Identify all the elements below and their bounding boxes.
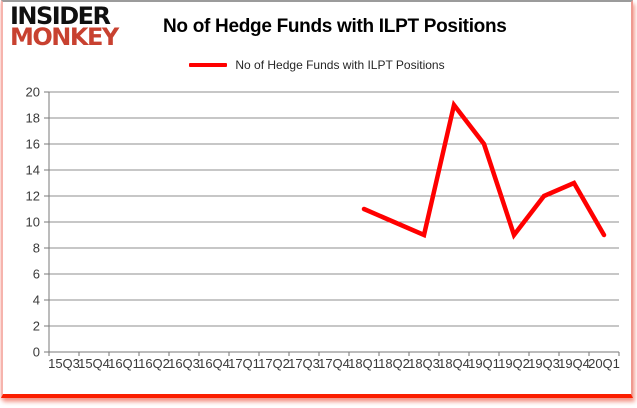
svg-text:16Q2: 16Q2 <box>138 356 170 371</box>
svg-text:17Q3: 17Q3 <box>288 356 320 371</box>
svg-text:4: 4 <box>33 293 40 308</box>
svg-text:16Q1: 16Q1 <box>108 356 140 371</box>
svg-text:19Q2: 19Q2 <box>498 356 530 371</box>
plot-area: 0 2 4 6 8 10 12 14 16 18 20 15Q3 15Q4 16Q1 16Q2 16Q3 16Q… <box>3 78 629 390</box>
logo-monkey-text: MONKEY <box>10 22 119 51</box>
svg-text:6: 6 <box>33 267 40 282</box>
chart-frame: INSIDER MONKEY No of Hedge Funds with IL… <box>1 0 633 398</box>
svg-text:12: 12 <box>26 189 40 204</box>
svg-text:20: 20 <box>26 85 40 100</box>
svg-text:18Q4: 18Q4 <box>438 356 470 371</box>
svg-text:18Q2: 18Q2 <box>378 356 410 371</box>
svg-text:18Q3: 18Q3 <box>408 356 440 371</box>
svg-text:18Q1: 18Q1 <box>348 356 380 371</box>
svg-text:14: 14 <box>26 163 40 178</box>
legend: No of Hedge Funds with ILPT Positions <box>3 57 631 73</box>
logo-insider-text: INSIDER <box>10 2 111 30</box>
svg-text:15Q4: 15Q4 <box>78 356 110 371</box>
svg-text:19Q4: 19Q4 <box>558 356 590 371</box>
svg-text:15Q3: 15Q3 <box>48 356 80 371</box>
svg-text:8: 8 <box>33 241 40 256</box>
line-chart: 0 2 4 6 8 10 12 14 16 18 20 15Q315Q416Q116Q216Q316Q… <box>26 85 620 372</box>
svg-text:19Q1: 19Q1 <box>468 356 500 371</box>
legend-line-icon <box>189 63 228 67</box>
svg-text:0: 0 <box>33 345 40 360</box>
chart-title: No of Hedge Funds with ILPT Positions <box>163 16 507 37</box>
svg-text:16Q4: 16Q4 <box>198 356 230 371</box>
insider-monkey-logo: INSIDER MONKEY <box>10 2 119 51</box>
svg-text:19Q3: 19Q3 <box>528 356 560 371</box>
svg-text:17Q4: 17Q4 <box>318 356 350 371</box>
svg-text:18: 18 <box>26 111 40 126</box>
svg-text:16: 16 <box>26 137 40 152</box>
svg-text:17Q2: 17Q2 <box>258 356 290 371</box>
svg-text:17Q1: 17Q1 <box>228 356 260 371</box>
legend-label: No of Hedge Funds with ILPT Positions <box>235 58 445 72</box>
svg-text:20Q1: 20Q1 <box>588 356 620 371</box>
svg-text:16Q3: 16Q3 <box>168 356 200 371</box>
svg-text:10: 10 <box>26 215 40 230</box>
svg-text:2: 2 <box>33 319 40 334</box>
